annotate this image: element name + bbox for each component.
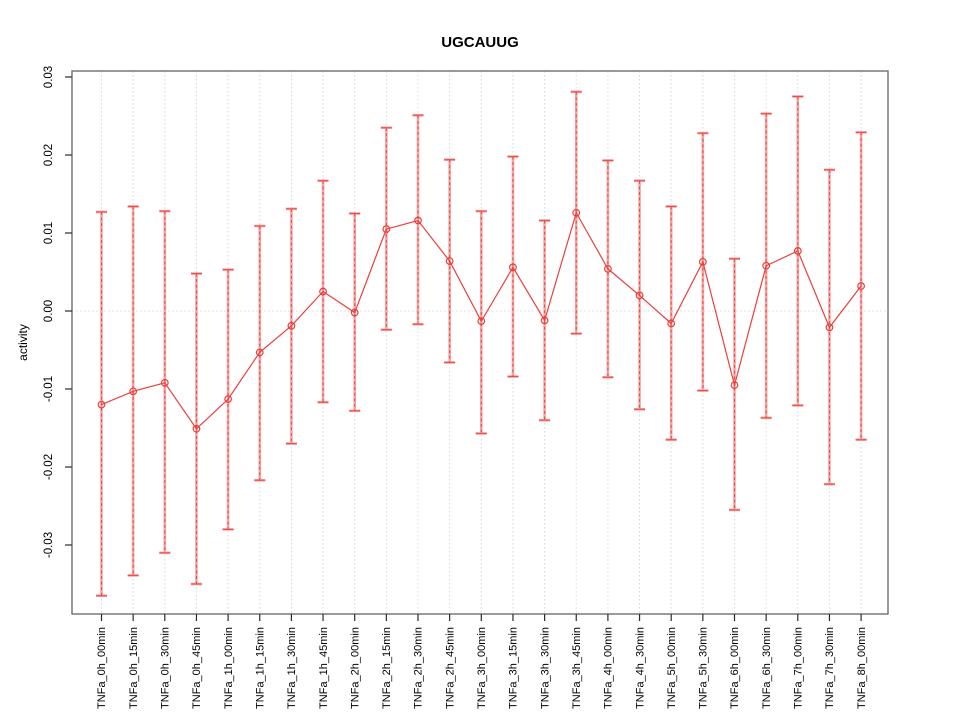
x-tick-label: TNFa_6h_30min bbox=[761, 627, 773, 709]
x-tick-label: TNFa_3h_30min bbox=[539, 627, 551, 709]
data-point-marker bbox=[287, 321, 296, 330]
data-point-marker bbox=[572, 208, 581, 217]
data-point-marker bbox=[698, 257, 707, 266]
data-point-marker bbox=[762, 261, 771, 270]
y-tick-label: -0.02 bbox=[43, 454, 55, 480]
series-line bbox=[101, 211, 862, 430]
data-point-marker bbox=[825, 323, 834, 332]
x-tick-label: TNFa_4h_00min bbox=[603, 627, 615, 709]
data-point-marker bbox=[667, 319, 676, 328]
x-tick-label: TNFa_8h_00min bbox=[856, 627, 868, 709]
x-tick-label: TNFa_4h_30min bbox=[634, 627, 646, 709]
data-point-marker bbox=[540, 316, 549, 325]
data-point-marker bbox=[509, 263, 517, 272]
x-tick-label: TNFa_3h_00min bbox=[476, 627, 488, 709]
x-tick-label: TNFa_2h_45min bbox=[444, 627, 456, 709]
x-tick-label: TNFa_2h_30min bbox=[413, 627, 425, 709]
data-point-marker bbox=[730, 381, 739, 390]
y-tick-label: 0.03 bbox=[43, 66, 55, 88]
x-tick-label: TNFa_0h_00min bbox=[96, 627, 108, 709]
data-point-marker bbox=[160, 378, 169, 387]
y-tick-label: 0.00 bbox=[43, 300, 55, 322]
data-point-marker bbox=[414, 216, 422, 225]
x-tick-label: TNFa_1h_45min bbox=[318, 627, 330, 709]
chart-title: UGCAUUG bbox=[441, 34, 519, 51]
x-tick-label: TNFa_3h_45min bbox=[571, 627, 583, 709]
x-tick-label: TNFa_3h_15min bbox=[508, 627, 520, 709]
x-tick-label: TNFa_1h_00min bbox=[223, 627, 235, 709]
x-tick-label: TNFa_7h_30min bbox=[824, 627, 836, 709]
data-point-marker bbox=[604, 264, 612, 273]
x-tick-label: TNFa_1h_30min bbox=[286, 627, 298, 709]
x-tick-label: TNFa_2h_00min bbox=[349, 627, 361, 709]
data-point-marker bbox=[129, 387, 138, 396]
data-point-marker bbox=[445, 257, 454, 265]
data-point-marker bbox=[224, 395, 233, 404]
data-point-marker bbox=[857, 282, 865, 290]
x-tick-label: TNFa_7h_00min bbox=[793, 627, 805, 709]
x-tick-label: TNFa_5h_30min bbox=[698, 627, 710, 709]
data-point-marker bbox=[97, 400, 106, 409]
y-axis-label: activity bbox=[16, 324, 30, 361]
data-point-marker bbox=[319, 287, 327, 296]
x-tick-label: TNFa_5h_00min bbox=[666, 627, 678, 709]
data-point-marker bbox=[477, 317, 486, 326]
y-tick-label: -0.03 bbox=[43, 532, 55, 558]
y-tick-label: 0.01 bbox=[43, 222, 55, 244]
y-tick-label: 0.02 bbox=[43, 144, 55, 166]
data-point-marker bbox=[255, 348, 264, 357]
data-point-marker bbox=[350, 308, 359, 317]
plot-frame bbox=[71, 70, 889, 615]
x-tick-label: TNFa_0h_15min bbox=[128, 627, 140, 709]
x-tick-label: TNFa_6h_00min bbox=[729, 627, 741, 709]
data-point-marker bbox=[382, 225, 391, 234]
data-point-marker bbox=[192, 424, 201, 433]
data-point-marker bbox=[635, 291, 644, 300]
data-point-marker bbox=[793, 247, 802, 255]
x-tick-label: TNFa_0h_45min bbox=[191, 627, 203, 709]
y-tick-label: -0.01 bbox=[43, 376, 55, 402]
x-tick-label: TNFa_2h_15min bbox=[381, 627, 393, 709]
x-tick-label: TNFa_0h_30min bbox=[160, 627, 172, 709]
x-tick-label: TNFa_1h_15min bbox=[254, 627, 266, 709]
